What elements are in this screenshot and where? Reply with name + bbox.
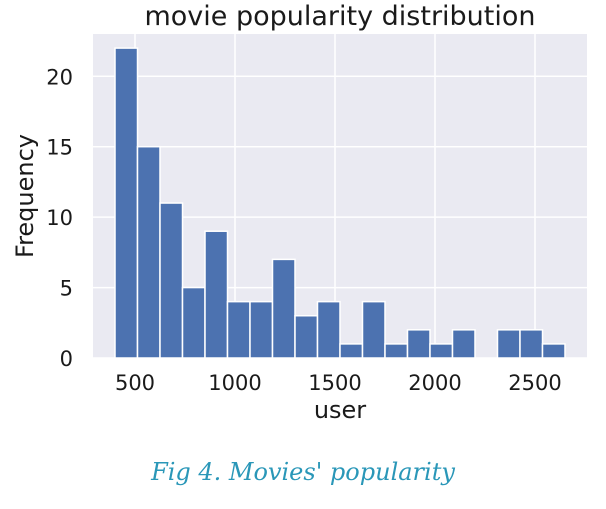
x-tick-label: 2500: [508, 371, 561, 395]
histogram-bar: [361, 300, 386, 359]
y-tick-label: 20: [46, 65, 73, 89]
x-axis-label: user: [314, 396, 366, 424]
histogram-chart: 500 1000 1500 2000 2500 0 5 10 15 20 movie popula…: [11, 1, 587, 424]
histogram-bar: [294, 314, 319, 359]
histogram-bar: [451, 329, 476, 359]
histogram-bar: [541, 343, 566, 359]
y-axis-label: Frequency: [11, 134, 39, 258]
histogram-bar: [339, 343, 364, 359]
histogram-bar: [159, 202, 184, 359]
y-tick-label: 5: [60, 277, 73, 301]
histogram-bar: [181, 286, 206, 359]
y-tick-label: 10: [46, 206, 73, 230]
y-tick-label: 0: [60, 347, 73, 371]
histogram-bar: [204, 230, 229, 359]
histogram-bar: [226, 300, 251, 359]
histogram-bar: [136, 145, 161, 359]
x-tick-label: 1000: [208, 371, 261, 395]
histogram-bar: [271, 258, 296, 359]
tick-labels: 500 1000 1500 2000 2500 0 5 10 15 20: [46, 65, 561, 395]
histogram-bar: [384, 343, 409, 359]
chart-title: movie popularity distribution: [144, 1, 535, 32]
histogram-bars: [114, 47, 566, 359]
histogram-bar: [429, 343, 454, 359]
y-tick-label: 15: [46, 136, 73, 160]
x-tick-label: 500: [115, 371, 155, 395]
histogram-bar: [249, 300, 274, 359]
x-tick-label: 1500: [308, 371, 361, 395]
histogram-bar: [316, 300, 341, 359]
figure-caption: Fig 4. Movies' popularity: [151, 458, 455, 486]
histogram-bar: [406, 329, 431, 359]
x-tick-label: 2000: [408, 371, 461, 395]
histogram-bar: [114, 47, 139, 359]
histogram-bar: [496, 329, 521, 359]
histogram-bar: [519, 329, 544, 359]
